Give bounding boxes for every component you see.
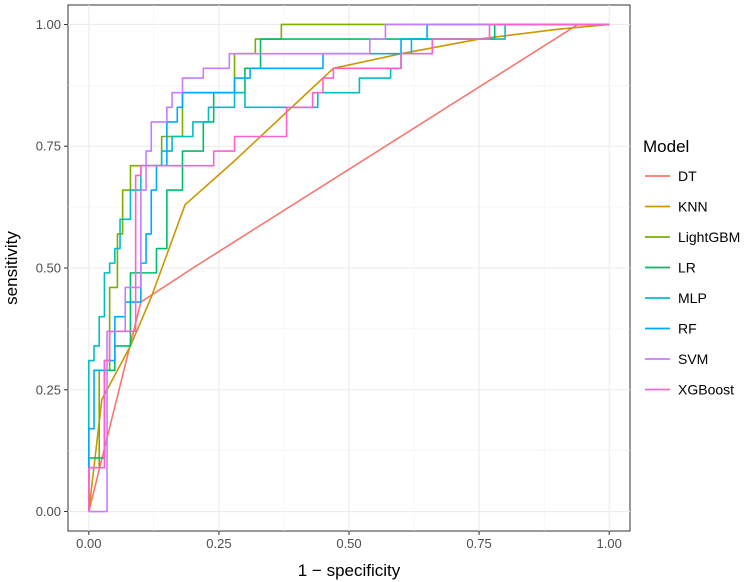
legend-label-lightgbm: LightGBM	[678, 229, 740, 245]
legend-label-mlp: MLP	[678, 290, 707, 306]
legend-item-xgboost: XGBoost	[645, 382, 734, 398]
legend-item-knn: KNN	[645, 199, 708, 215]
y-axis-title: sensitivity	[2, 231, 21, 305]
y-tick-label: 1.00	[36, 17, 61, 32]
legend-item-dt: DT	[645, 168, 697, 184]
legend-item-mlp: MLP	[645, 290, 707, 306]
legend-label-svm: SVM	[678, 351, 708, 367]
legend-item-rf: RF	[645, 321, 697, 337]
legend-label-dt: DT	[678, 168, 697, 184]
x-axis-title: 1 − specificity	[298, 561, 401, 580]
legend-title: Model	[643, 137, 689, 156]
y-tick-label: 0.00	[36, 504, 61, 519]
y-tick-label: 0.25	[36, 382, 61, 397]
y-tick-label: 0.50	[36, 261, 61, 276]
x-tick-label: 0.50	[336, 536, 361, 551]
x-tick-label: 0.75	[466, 536, 491, 551]
y-axis-ticks: 0.00 0.25 0.50 0.75 1.00	[36, 17, 68, 519]
series-line-svm	[88, 23, 610, 513]
x-axis-ticks: 0.00 0.25 0.50 0.75 1.00	[76, 531, 622, 551]
x-tick-label: 0.25	[206, 536, 231, 551]
legend-label-knn: KNN	[678, 199, 708, 215]
legend-item-lr: LR	[645, 260, 696, 276]
series-line-xgboost	[88, 23, 610, 512]
series-layer	[88, 23, 610, 513]
legend-label-lr: LR	[678, 260, 696, 276]
legend-item-lightgbm: LightGBM	[645, 229, 740, 245]
x-tick-label: 0.00	[76, 536, 101, 551]
legend: Model DT KNN LightGBM LR MLP RF SVM XGBoost	[643, 137, 740, 398]
y-tick-label: 0.75	[36, 139, 61, 154]
legend-label-rf: RF	[678, 321, 697, 337]
x-tick-label: 1.00	[597, 536, 622, 551]
legend-item-svm: SVM	[645, 351, 708, 367]
legend-label-xgboost: XGBoost	[678, 382, 734, 398]
